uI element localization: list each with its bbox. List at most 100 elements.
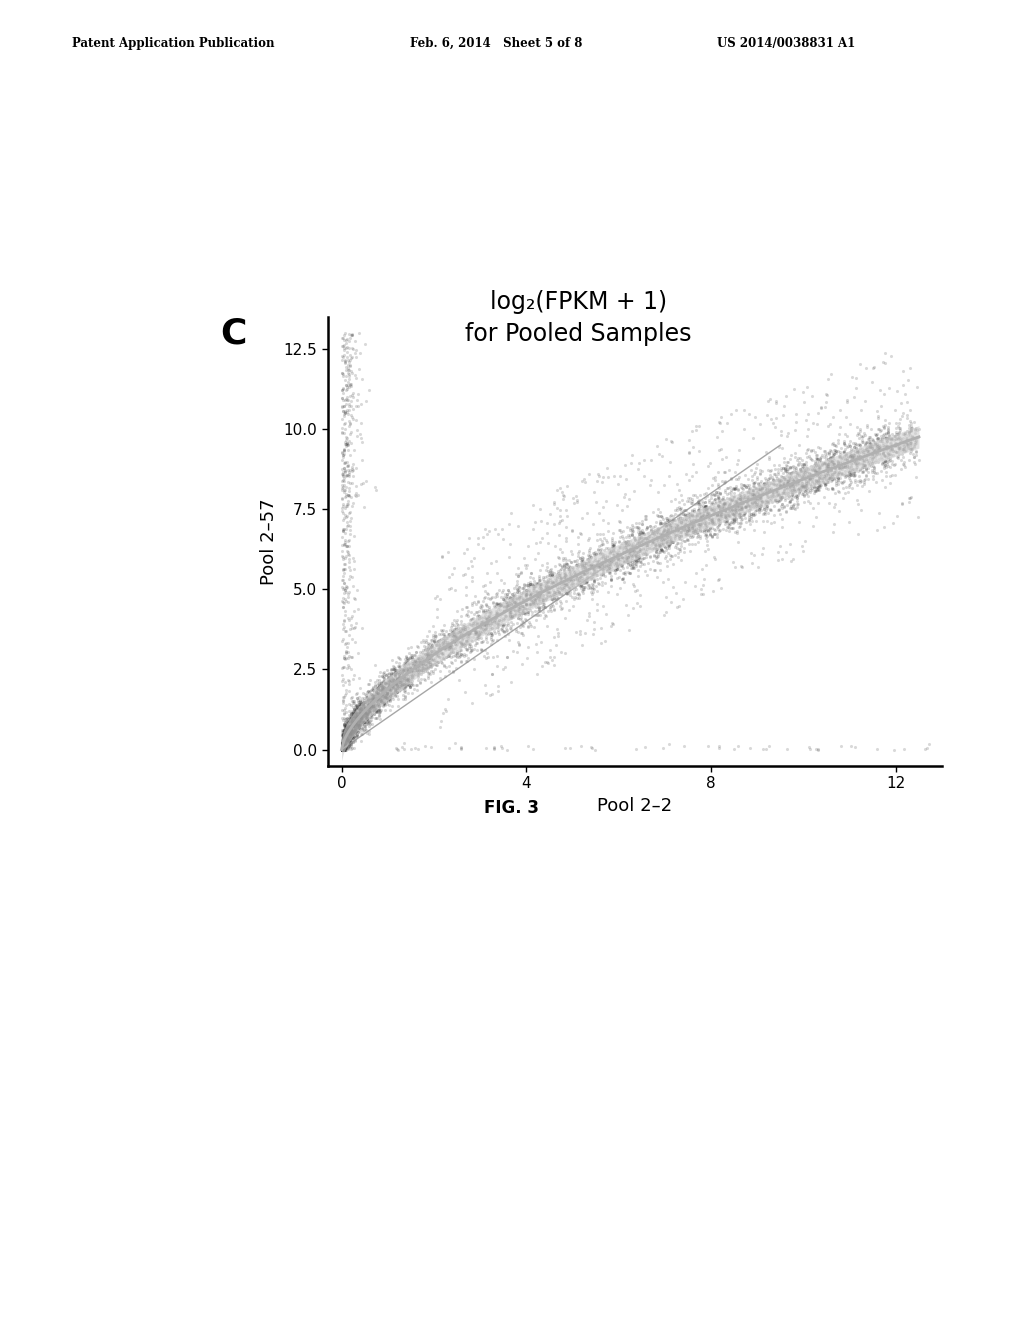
Point	[733, 554, 750, 576]
Point	[370, 676, 386, 697]
Point	[338, 723, 354, 744]
Point	[336, 734, 352, 755]
Point	[822, 467, 839, 488]
Point	[882, 447, 898, 469]
Point	[521, 572, 538, 593]
Point	[342, 722, 358, 743]
Point	[474, 610, 490, 631]
Point	[503, 599, 519, 620]
Point	[341, 375, 357, 396]
Point	[572, 574, 589, 595]
Point	[353, 711, 370, 733]
Point	[375, 676, 391, 697]
Point	[401, 653, 418, 675]
Point	[804, 449, 820, 470]
Point	[774, 508, 791, 529]
Point	[671, 492, 687, 513]
Point	[581, 577, 597, 598]
Point	[458, 577, 474, 598]
Point	[494, 603, 510, 624]
Point	[810, 492, 826, 513]
Point	[422, 651, 438, 672]
Point	[396, 676, 413, 697]
Point	[867, 432, 884, 453]
Point	[707, 549, 723, 570]
Point	[881, 429, 897, 450]
Point	[460, 632, 476, 653]
Point	[524, 593, 541, 614]
Point	[638, 508, 654, 529]
Point	[721, 504, 737, 525]
Point	[341, 735, 357, 756]
Point	[379, 685, 395, 706]
Point	[421, 651, 437, 672]
Point	[527, 597, 544, 618]
Point	[360, 689, 377, 710]
Point	[810, 473, 826, 494]
Point	[648, 520, 665, 541]
Point	[341, 463, 357, 484]
Point	[429, 652, 445, 673]
Point	[834, 463, 850, 484]
Point	[338, 725, 354, 746]
Point	[646, 537, 663, 558]
Point	[788, 471, 805, 492]
Point	[367, 675, 383, 696]
Point	[887, 434, 903, 455]
Point	[526, 601, 543, 622]
Point	[552, 569, 568, 590]
Point	[888, 417, 904, 438]
Point	[740, 494, 757, 515]
Point	[813, 446, 829, 467]
Point	[392, 659, 409, 680]
Point	[498, 591, 514, 612]
Point	[535, 591, 551, 612]
Point	[351, 713, 368, 734]
Point	[499, 595, 515, 616]
Point	[728, 400, 744, 421]
Point	[410, 651, 426, 672]
Point	[522, 576, 539, 597]
Point	[652, 532, 669, 553]
Point	[334, 388, 350, 409]
Point	[854, 455, 870, 477]
Point	[446, 579, 463, 601]
Point	[658, 523, 675, 544]
Point	[593, 553, 609, 574]
Point	[344, 710, 360, 731]
Point	[877, 477, 893, 498]
Point	[410, 635, 426, 656]
Point	[843, 465, 859, 486]
Point	[546, 583, 562, 605]
Point	[659, 520, 676, 541]
Point	[823, 461, 840, 482]
Point	[763, 478, 779, 499]
Point	[798, 473, 814, 494]
Point	[560, 581, 577, 602]
Point	[736, 475, 753, 496]
Point	[847, 461, 863, 482]
Point	[701, 491, 718, 512]
Point	[341, 708, 357, 729]
Point	[903, 417, 920, 438]
Point	[561, 558, 578, 579]
Point	[368, 701, 384, 722]
Point	[660, 508, 677, 529]
Point	[344, 696, 360, 717]
Point	[650, 535, 667, 556]
Point	[340, 350, 356, 371]
Point	[733, 499, 750, 520]
Point	[706, 524, 722, 545]
Point	[822, 466, 839, 487]
Point	[532, 573, 549, 594]
Point	[658, 507, 675, 528]
Point	[340, 719, 356, 741]
Point	[644, 531, 660, 552]
Point	[348, 702, 365, 723]
Point	[786, 462, 803, 483]
Point	[339, 708, 355, 729]
Point	[334, 739, 350, 760]
Point	[749, 482, 765, 503]
Point	[517, 609, 534, 630]
Point	[535, 579, 551, 601]
